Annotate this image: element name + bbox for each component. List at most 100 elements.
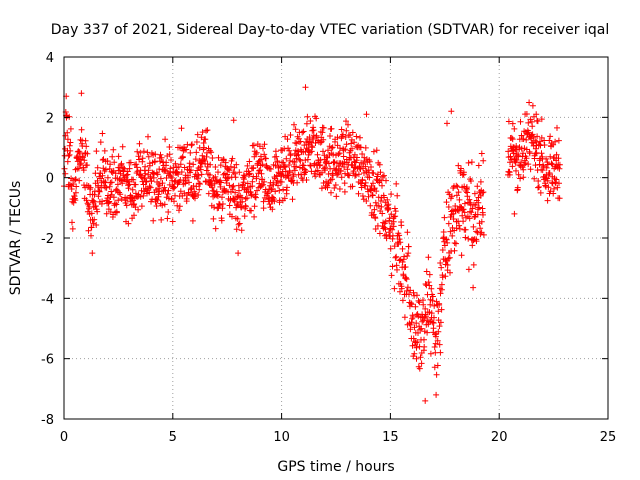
- data-point: [297, 157, 304, 164]
- data-point: [379, 173, 386, 180]
- data-point: [381, 172, 387, 179]
- data-point: [269, 185, 275, 192]
- data-point: [468, 159, 475, 166]
- data-point: [229, 186, 236, 193]
- data-point: [470, 284, 477, 291]
- data-point: [535, 184, 541, 191]
- data-point: [96, 188, 103, 195]
- data-point: [62, 170, 69, 177]
- data-point: [84, 150, 91, 157]
- data-point: [77, 161, 84, 168]
- data-point: [75, 165, 82, 172]
- data-point: [261, 141, 268, 148]
- data-point: [328, 125, 335, 132]
- data-point: [420, 301, 427, 308]
- data-point: [178, 125, 185, 132]
- data-point: [134, 148, 141, 155]
- data-point: [169, 218, 176, 225]
- data-point: [174, 169, 181, 176]
- data-point: [507, 153, 514, 160]
- data-point: [466, 215, 473, 222]
- data-point: [433, 391, 440, 398]
- data-point: [99, 172, 106, 179]
- data-point: [353, 133, 360, 140]
- data-point: [414, 292, 420, 299]
- data-point: [477, 225, 484, 232]
- data-point: [385, 205, 392, 212]
- data-point: [413, 344, 420, 351]
- data-point: [185, 190, 192, 196]
- data-point: [144, 149, 151, 156]
- data-point: [349, 145, 355, 152]
- data-point: [145, 133, 151, 140]
- data-point: [287, 132, 294, 138]
- data-point: [520, 174, 527, 181]
- data-point: [454, 183, 461, 190]
- chart-title: Day 337 of 2021, Sidereal Day-to-day VTE…: [51, 22, 609, 38]
- data-point: [215, 154, 222, 161]
- data-point: [238, 227, 245, 234]
- data-point: [212, 164, 219, 170]
- data-point: [461, 209, 468, 216]
- data-point: [355, 190, 362, 197]
- data-point: [303, 120, 310, 127]
- data-point: [338, 126, 345, 133]
- data-point: [527, 166, 534, 173]
- data-point: [474, 211, 481, 218]
- data-point: [537, 189, 544, 196]
- data-point: [366, 158, 373, 165]
- data-point: [104, 158, 111, 164]
- data-point: [525, 129, 532, 136]
- data-point: [208, 149, 215, 156]
- data-point: [67, 147, 74, 154]
- data-point: [80, 167, 87, 174]
- data-point: [368, 164, 374, 170]
- data-point: [517, 175, 524, 182]
- data-point: [106, 183, 113, 190]
- data-point: [199, 152, 206, 159]
- data-point: [100, 165, 107, 172]
- data-point: [470, 237, 477, 244]
- data-point: [543, 164, 550, 171]
- data-point: [430, 325, 437, 332]
- data-point: [152, 151, 159, 158]
- data-point: [552, 138, 559, 145]
- data-point: [164, 215, 171, 222]
- data-point: [394, 266, 400, 273]
- data-point: [438, 286, 445, 293]
- data-point: [555, 137, 562, 144]
- data-point: [158, 216, 165, 223]
- data-point: [156, 182, 163, 189]
- data-point: [388, 272, 395, 279]
- data-point: [421, 343, 428, 350]
- data-point: [205, 190, 212, 197]
- data-point: [437, 349, 444, 356]
- data-point: [391, 285, 398, 292]
- data-point: [206, 172, 213, 178]
- data-point: [509, 136, 516, 143]
- data-point: [435, 308, 442, 315]
- data-point: [547, 133, 554, 140]
- data-point: [314, 167, 321, 174]
- data-point: [332, 167, 339, 174]
- data-point: [232, 189, 239, 196]
- data-point: [408, 300, 414, 307]
- data-point: [333, 193, 340, 200]
- data-point: [177, 188, 184, 195]
- data-point: [94, 208, 101, 215]
- data-point: [435, 328, 442, 335]
- data-point: [334, 134, 341, 141]
- data-point: [203, 127, 210, 134]
- x-axis-label: GPS time / hours: [277, 459, 394, 475]
- data-point: [351, 139, 358, 146]
- data-point: [218, 179, 224, 186]
- data-point: [176, 203, 183, 210]
- data-point: [146, 189, 153, 196]
- data-point: [265, 189, 271, 196]
- data-point: [341, 180, 348, 187]
- data-point: [234, 215, 241, 222]
- data-point: [307, 118, 314, 124]
- data-point: [109, 153, 116, 160]
- data-point: [107, 161, 114, 168]
- data-point: [131, 201, 138, 207]
